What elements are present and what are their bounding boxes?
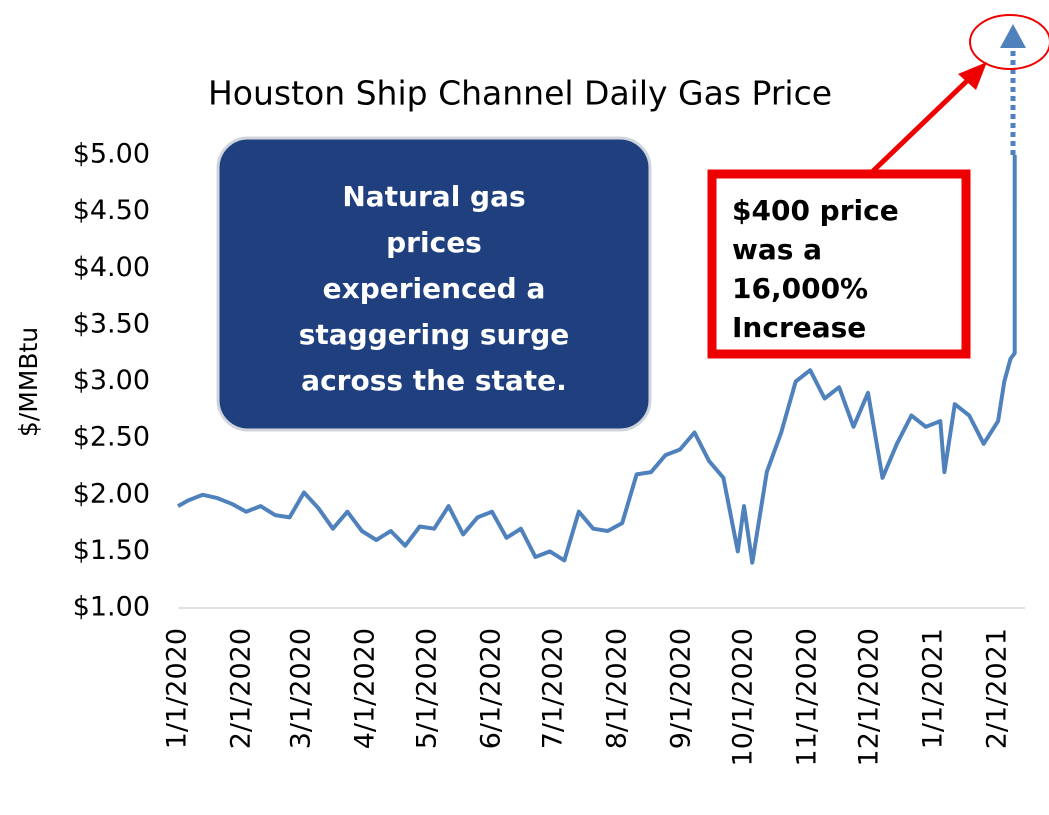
x-tick-label: 1/1/2020 [162,628,193,749]
x-tick-label: 7/1/2020 [537,628,568,749]
spike-arrowhead [1000,24,1026,48]
x-tick-label: 3/1/2020 [285,628,316,749]
annotation-text: 16,000% [732,272,868,305]
x-tick-label: 6/1/2020 [476,628,507,749]
annotation-text: staggering surge [299,318,570,351]
y-tick-label: $4.50 [73,195,150,226]
x-tick-label: 10/1/2020 [728,628,759,766]
y-tick-label: $2.50 [73,422,150,453]
x-tick-label: 9/1/2020 [666,628,697,749]
annotation-text: $400 price [732,194,899,227]
y-axis-label: $/MMBtu [14,327,43,437]
x-tick-label: 11/1/2020 [792,628,823,766]
y-tick-label: $3.00 [73,365,150,396]
y-tick-label: $2.00 [73,478,150,509]
annotation-text: was a [732,233,822,266]
price-box [707,169,971,359]
chart-title: Houston Ship Channel Daily Gas Price [208,74,832,113]
annotation-arrow [870,76,972,174]
x-tick-label: 1/1/2021 [918,628,949,749]
x-tick-label: 4/1/2020 [349,628,380,749]
y-tick-label: $1.00 [73,592,150,623]
x-tick-label: 2/1/2020 [226,628,257,749]
callout-box [216,136,652,432]
annotation-text: Increase [732,311,866,344]
annotation-text: experienced a [323,272,546,305]
x-tick-label: 2/1/2021 [982,628,1013,749]
y-tick-label: $3.50 [73,308,150,339]
y-tick-label: $1.50 [73,535,150,566]
y-tick-label: $5.00 [73,139,150,170]
annotation-text: across the state. [301,364,567,397]
annotation-text: prices [386,226,482,259]
x-tick-label: 8/1/2020 [602,628,633,749]
x-tick-label: 12/1/2020 [854,628,885,766]
highlight-ellipse [969,14,1049,70]
annotation-text: Natural gas [342,180,525,213]
price-line [177,155,1017,565]
annotation-arrowhead [958,62,987,90]
y-tick-label: $4.00 [73,252,150,283]
x-tick-label: 5/1/2020 [411,628,442,749]
